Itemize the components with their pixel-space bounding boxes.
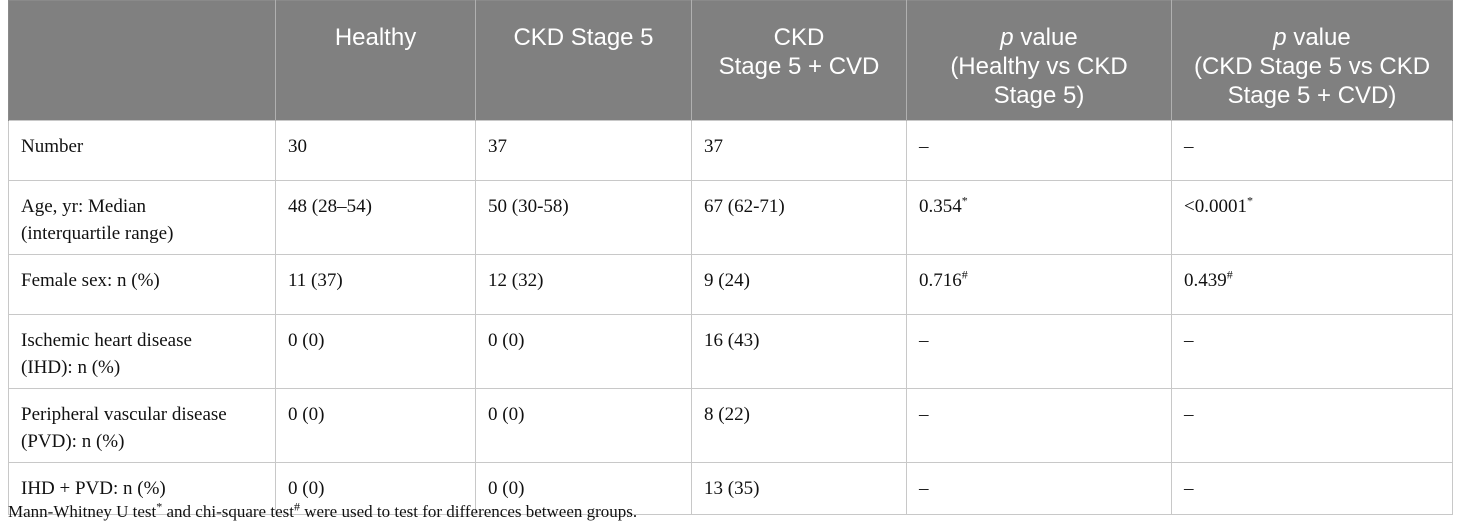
cell-healthy: 0 (0)	[275, 462, 476, 515]
table-container: Healthy CKD Stage 5 CKD Stage 5 + CVD p …	[8, 0, 1453, 515]
cell-p2: –	[1171, 388, 1453, 463]
cell-p1: –	[906, 462, 1172, 515]
cell-healthy: 30	[275, 120, 476, 181]
row-label: Age, yr: Median (interquartile range)	[8, 180, 276, 255]
cell-ckd5-cvd: 16 (43)	[691, 314, 907, 389]
cell-ckd5: 0 (0)	[475, 388, 692, 463]
cell-p2: –	[1171, 120, 1453, 181]
header-p2-line3: Stage 5 + CVD)	[1227, 82, 1397, 109]
header-p1-line2: (Healthy vs CKD	[950, 53, 1128, 80]
row-label: Female sex: n (%)	[8, 254, 276, 315]
header-ckd-stage-5: CKD Stage 5	[475, 0, 692, 121]
header-p1-line3: Stage 5)	[993, 82, 1085, 109]
cell-ckd5-cvd: 67 (62-71)	[691, 180, 907, 255]
cell-healthy: 0 (0)	[275, 314, 476, 389]
cell-ckd5: 12 (32)	[475, 254, 692, 315]
header-p-value-ckd-vs-ckd-cvd: p value (CKD Stage 5 vs CKD Stage 5 + CV…	[1171, 0, 1453, 121]
header-ckd-cvd-line1: CKD	[773, 24, 825, 51]
cell-ckd5: 37	[475, 120, 692, 181]
table-row: Age, yr: Median (interquartile range) 48 …	[8, 180, 1453, 255]
cell-p1: –	[906, 388, 1172, 463]
row-label: Peripheral vascular disease (PVD): n (%)	[8, 388, 276, 463]
header-p-value-word: value	[1286, 24, 1351, 51]
table-row: Peripheral vascular disease (PVD): n (%) …	[8, 388, 1453, 463]
header-empty-cell	[8, 0, 276, 121]
cell-ckd5-cvd: 37	[691, 120, 907, 181]
cell-p1: –	[906, 120, 1172, 181]
cell-ckd5: 50 (30-58)	[475, 180, 692, 255]
table-row: Ischemic heart disease (IHD): n (%) 0 (0)…	[8, 314, 1453, 389]
cell-ckd5-cvd: 8 (22)	[691, 388, 907, 463]
cell-ckd5-cvd: 9 (24)	[691, 254, 907, 315]
header-ckd-stage-5-cvd: CKD Stage 5 + CVD	[691, 0, 907, 121]
table-row: Number 30 37 37 – –	[8, 120, 1453, 181]
header-p-value-word: value	[1013, 24, 1078, 51]
row-label: Number	[8, 120, 276, 181]
cell-p2: –	[1171, 462, 1453, 515]
cell-ckd5: 0 (0)	[475, 314, 692, 389]
header-ckd-cvd-line2: Stage 5 + CVD	[718, 53, 880, 80]
cell-p2: –	[1171, 314, 1453, 389]
cell-p2: 0.439#	[1171, 254, 1453, 315]
cell-healthy: 11 (37)	[275, 254, 476, 315]
cell-healthy: 0 (0)	[275, 388, 476, 463]
cell-ckd5-cvd: 13 (35)	[691, 462, 907, 515]
table-row: IHD + PVD: n (%) 0 (0) 0 (0) 13 (35) – –	[8, 462, 1453, 515]
header-p-italic: p	[1273, 24, 1287, 51]
table-row: Female sex: n (%) 11 (37) 12 (32) 9 (24)…	[8, 254, 1453, 315]
table-footnote: Mann-Whitney U test* and chi-square test…	[8, 499, 638, 521]
cell-healthy: 48 (28–54)	[275, 180, 476, 255]
cell-p1: 0.354*	[906, 180, 1172, 255]
cell-p2: <0.0001*	[1171, 180, 1453, 255]
cell-p1: 0.716#	[906, 254, 1172, 315]
header-row: Healthy CKD Stage 5 CKD Stage 5 + CVD p …	[8, 0, 1453, 121]
header-p2-line2: (CKD Stage 5 vs CKD	[1193, 53, 1431, 80]
row-label: Ischemic heart disease (IHD): n (%)	[8, 314, 276, 389]
header-p-italic: p	[1000, 24, 1014, 51]
header-healthy: Healthy	[275, 0, 476, 121]
data-table: Healthy CKD Stage 5 CKD Stage 5 + CVD p …	[8, 0, 1453, 515]
row-label: IHD + PVD: n (%)	[8, 462, 276, 515]
cell-p1: –	[906, 314, 1172, 389]
header-p-value-healthy-vs-ckd: p value (Healthy vs CKD Stage 5)	[906, 0, 1172, 121]
